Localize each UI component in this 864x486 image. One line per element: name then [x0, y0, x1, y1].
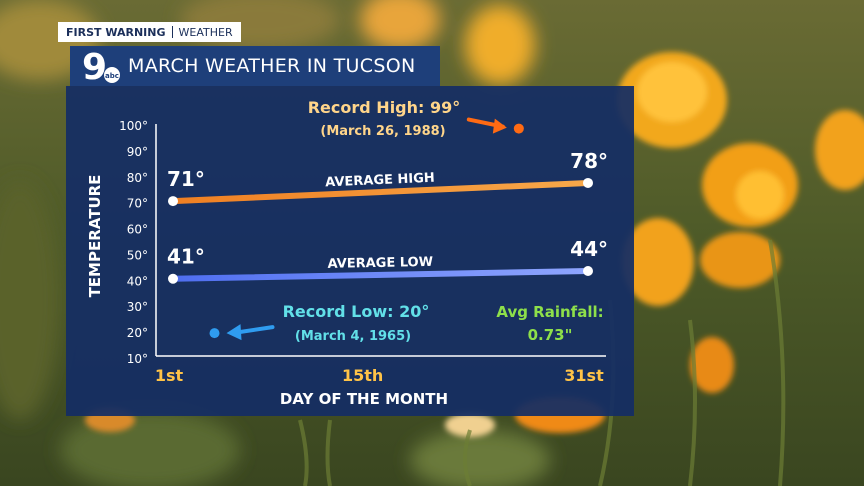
y-tick-label: 40° [127, 274, 148, 288]
y-axis-label: TEMPERATURE [86, 175, 104, 298]
average-high-start-label: 71° [167, 167, 205, 191]
logo-numeral: 9 [82, 48, 107, 84]
record-low-date: (March 4, 1965) [295, 329, 411, 344]
y-tick-label: 10° [127, 352, 148, 366]
average-low-series-label: AVERAGE LOW [327, 255, 433, 272]
temperature-chart: 100° 90° 80° 70° 60° 50° 40° 30° 20° 10° TEMPERAT… [86, 98, 608, 408]
y-tick-label: 100° [119, 119, 148, 133]
average-high-series-label: AVERAGE HIGH [325, 171, 435, 191]
average-high-line [170, 179, 591, 205]
y-tick-label: 50° [127, 248, 148, 262]
y-tick-label: 20° [127, 326, 148, 340]
record-high-point [513, 123, 524, 134]
average-low-start-label: 41° [167, 245, 205, 269]
brand-divider [171, 26, 173, 38]
average-low-point [168, 273, 178, 284]
average-high-point [583, 177, 593, 188]
x-tick-label: 1st [155, 366, 184, 385]
record-low-point [209, 328, 220, 339]
y-tick-label: 70° [127, 197, 148, 211]
title-bar [70, 46, 440, 86]
record-low-arrowhead [226, 324, 242, 341]
y-tick-label: 60° [127, 223, 148, 237]
avg-rainfall-label: Avg Rainfall: [496, 303, 603, 321]
average-high-point [168, 196, 178, 207]
record-high-date: (March 26, 1988) [320, 124, 445, 139]
average-low-line [170, 267, 591, 282]
record-low-label: Record Low: 20° [283, 302, 430, 321]
channel-9-logo: 9 abc [82, 48, 120, 84]
x-tick-label: 15th [342, 366, 383, 385]
y-tick-label: 30° [127, 300, 148, 314]
x-tick-label: 31st [564, 366, 604, 385]
brand-first-warning: FIRST WARNING [66, 25, 166, 39]
chart-panel: 100° 90° 80° 70° 60° 50° 40° 30° 20° 10° TEMPERAT… [66, 86, 634, 416]
brand-weather: WEATHER [178, 25, 233, 39]
average-high-end-label: 78° [570, 149, 608, 173]
record-high-arrowhead [492, 118, 507, 134]
y-tick-label: 90° [127, 145, 148, 159]
record-high-label: Record High: 99° [308, 98, 461, 117]
y-tick-label: 80° [127, 171, 148, 185]
brand-label: FIRST WARNING WEATHER [58, 22, 241, 42]
avg-rainfall-value: 0.73" [528, 326, 573, 344]
logo-network: abc [105, 72, 119, 80]
x-axis-label: DAY OF THE MONTH [280, 390, 448, 408]
average-low-end-label: 44° [570, 237, 608, 261]
page-title: MARCH WEATHER IN TUCSON [128, 55, 416, 77]
average-low-point [583, 265, 593, 276]
